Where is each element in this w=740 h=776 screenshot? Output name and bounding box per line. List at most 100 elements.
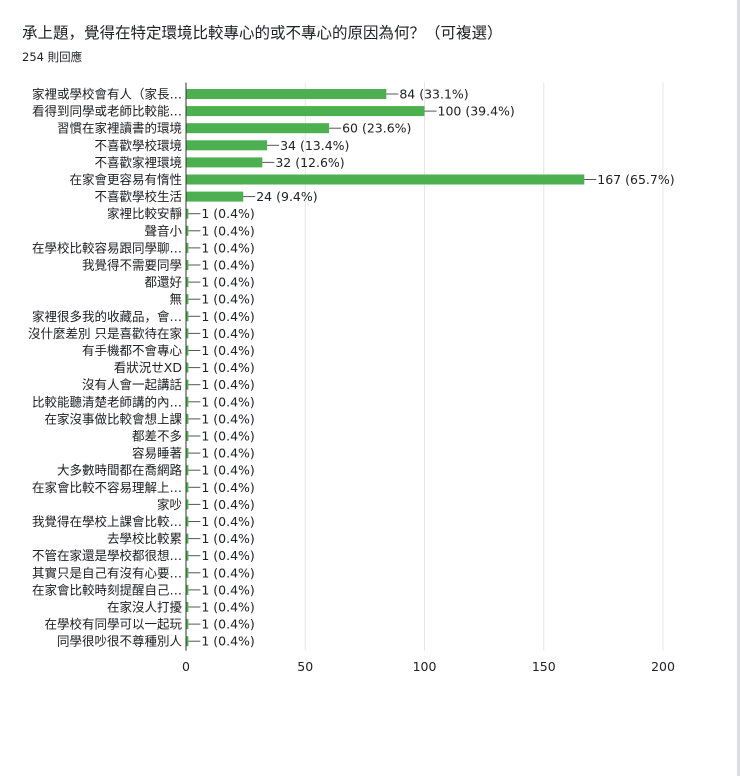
bar (186, 516, 189, 527)
category-label: 去學校比較累 (107, 531, 182, 546)
category-label: 都還好 (144, 275, 182, 290)
category-label: 其實只是自己有沒有心要… (32, 565, 182, 580)
x-tick-label: 150 (532, 659, 556, 674)
category-label: 有手機都不會專心 (82, 343, 183, 358)
value-label: 1 (0.4%) (201, 582, 254, 597)
bar (186, 311, 189, 322)
value-label: 1 (0.4%) (201, 343, 254, 358)
bar (186, 602, 189, 612)
category-label: 在家沒人打擾 (107, 600, 183, 615)
category-label: 沒什麼差別 只是喜歡待在家 (28, 326, 182, 341)
bar (186, 140, 268, 151)
category-label: 在家會比較時刻提醒自己… (32, 582, 182, 597)
bar (186, 294, 189, 305)
category-label: 看得到同學或老師比較能… (32, 104, 182, 119)
category-label: 家裡或學校會有人（家長… (32, 87, 182, 102)
bar (186, 191, 244, 202)
value-label: 1 (0.4%) (201, 275, 254, 290)
value-label: 1 (0.4%) (201, 309, 254, 324)
value-label: 60 (23.6%) (342, 121, 411, 136)
response-count: 254 則回應 (22, 50, 83, 64)
bar (186, 379, 189, 390)
value-label: 100 (39.4%) (438, 104, 515, 119)
bar (186, 413, 189, 424)
value-label: 1 (0.4%) (201, 377, 254, 392)
category-label: 習慣在家裡讀書的環境 (57, 121, 182, 136)
category-label: 在家沒事做比較會想上課 (44, 411, 182, 426)
category-label: 我覺得不需要同學 (82, 258, 182, 273)
card-edge (737, 0, 740, 776)
bar (186, 89, 387, 99)
bar (186, 550, 189, 561)
value-label: 1 (0.4%) (201, 326, 254, 341)
bar (186, 499, 189, 510)
value-label: 1 (0.4%) (201, 292, 254, 307)
x-tick-label: 100 (413, 659, 437, 674)
bar (186, 465, 189, 476)
bar (186, 362, 189, 373)
value-label: 1 (0.4%) (201, 514, 254, 529)
bar (186, 174, 585, 185)
value-label: 1 (0.4%) (201, 497, 254, 512)
value-label: 1 (0.4%) (201, 463, 254, 478)
value-label: 1 (0.4%) (201, 548, 254, 563)
value-label: 1 (0.4%) (201, 360, 254, 375)
value-label: 32 (12.6%) (275, 155, 344, 170)
category-label: 都差不多 (132, 429, 182, 444)
category-label: 家吵 (157, 497, 182, 512)
category-label: 不喜歡家裡環境 (94, 155, 182, 170)
bar (186, 619, 189, 630)
value-label: 1 (0.4%) (201, 446, 254, 461)
value-label: 1 (0.4%) (201, 634, 254, 649)
bar (186, 157, 263, 168)
value-label: 1 (0.4%) (201, 617, 254, 632)
category-label: 家裡很多我的收藏品，會… (32, 309, 182, 324)
value-label: 1 (0.4%) (201, 480, 254, 495)
value-label: 1 (0.4%) (201, 411, 254, 426)
x-tick-label: 0 (182, 659, 190, 674)
value-label: 1 (0.4%) (201, 531, 254, 546)
category-label: 同學很吵很不尊種別人 (57, 634, 183, 649)
category-label: 我覺得在學校上課會比較… (32, 514, 182, 529)
category-label: 不喜歡學校生活 (94, 189, 182, 204)
category-label: 無 (169, 292, 182, 307)
value-label: 24 (9.4%) (256, 189, 317, 204)
value-label: 1 (0.4%) (201, 223, 254, 238)
bar (186, 448, 189, 459)
bar (186, 328, 189, 339)
category-label: 比較能聽清楚老師講的內… (32, 394, 182, 409)
value-label: 34 (13.4%) (280, 138, 349, 153)
category-label: 大多數時間都在喬網路 (57, 463, 183, 478)
bar (186, 396, 189, 407)
bar (186, 431, 189, 441)
bar (186, 345, 189, 356)
bar (186, 260, 189, 270)
bar (186, 533, 189, 544)
question-title: 承上題，覺得在特定環境比較專心的或不專心的原因為何？（可複選） (22, 24, 503, 42)
category-label: 不管在家還是學校都很想… (32, 548, 182, 563)
value-label: 1 (0.4%) (201, 600, 254, 615)
bar (186, 584, 189, 595)
value-label: 84 (33.1%) (399, 87, 468, 102)
bar (186, 242, 189, 253)
category-label: 在家會更容易有惰性 (69, 172, 182, 187)
category-label: 家裡比較安靜 (107, 206, 183, 221)
bar (186, 636, 189, 647)
category-label: 容易睡著 (132, 446, 182, 461)
bar (186, 208, 189, 219)
value-label: 1 (0.4%) (201, 240, 254, 255)
category-label: 聲音小 (144, 223, 182, 238)
bar (186, 106, 425, 117)
x-tick-label: 50 (297, 659, 313, 674)
bar (186, 123, 330, 134)
category-label: 不喜歡學校環境 (94, 138, 182, 153)
bar (186, 567, 189, 578)
value-label: 1 (0.4%) (201, 565, 254, 580)
category-label: 在家會比較不容易理解上… (32, 480, 182, 495)
bar (186, 482, 189, 493)
x-tick-label: 200 (651, 659, 675, 674)
value-label: 167 (65.7%) (597, 172, 674, 187)
category-label: 看狀況ㄝXD (114, 360, 182, 375)
